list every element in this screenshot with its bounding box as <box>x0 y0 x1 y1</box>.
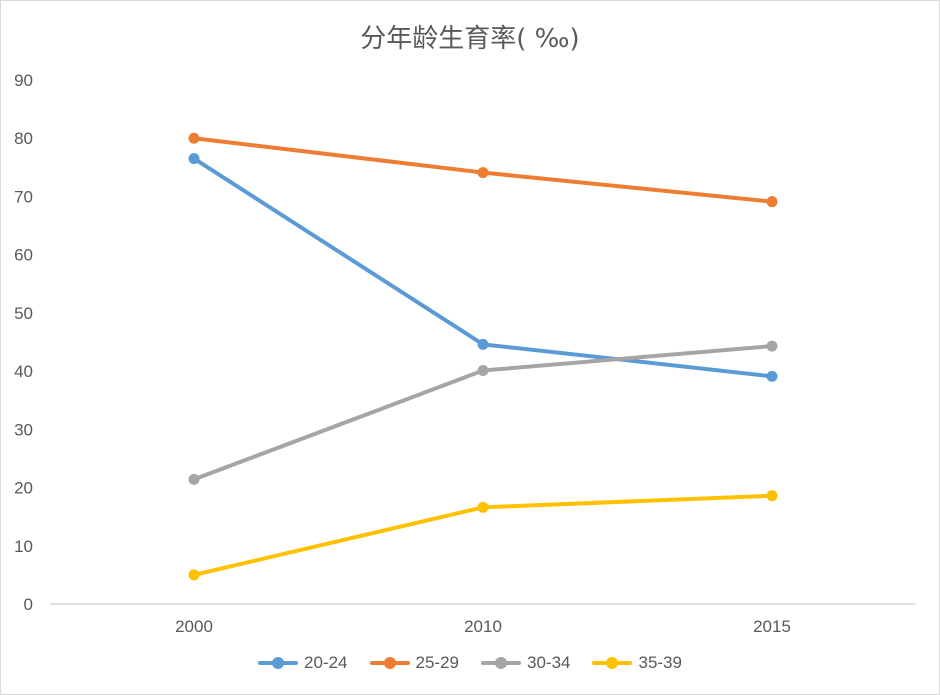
data-point <box>477 167 489 179</box>
y-tick-label: 0 <box>24 595 33 614</box>
legend-swatch <box>592 657 633 669</box>
y-axis-ticks: 0 10 20 30 40 50 60 70 80 90 <box>14 71 33 614</box>
series-35-39 <box>188 490 778 581</box>
legend-swatch <box>481 657 521 669</box>
legend-label: 25-29 <box>415 653 459 672</box>
legend-item: 25-29 <box>369 653 459 673</box>
legend-item: 20-24 <box>258 653 348 673</box>
legend-swatch <box>369 657 410 669</box>
legend: 20-24 25-29 30-34 35-39 <box>0 651 940 675</box>
x-tick-label: 2000 <box>175 617 213 636</box>
series-layer <box>188 132 778 581</box>
series-30-34 <box>188 340 778 485</box>
legend-label: 20-24 <box>304 653 348 672</box>
x-tick-label: 2015 <box>753 617 791 636</box>
data-point <box>766 196 778 208</box>
data-point <box>477 365 489 377</box>
y-tick-label: 80 <box>14 129 33 148</box>
data-point <box>477 338 489 350</box>
data-point <box>188 569 200 581</box>
data-point <box>188 132 200 144</box>
x-axis-ticks: 2000 2010 2015 <box>175 617 791 636</box>
legend-label: 35-39 <box>638 653 682 672</box>
y-tick-label: 60 <box>14 246 33 265</box>
data-point <box>188 473 200 485</box>
data-point <box>477 501 489 513</box>
chart-title: 分年龄生育率( ‰) <box>360 24 580 54</box>
y-tick-label: 50 <box>14 304 33 323</box>
data-point <box>188 153 200 165</box>
y-tick-label: 70 <box>14 187 33 206</box>
y-tick-label: 30 <box>14 420 33 439</box>
x-tick-label: 2010 <box>464 617 502 636</box>
y-tick-label: 20 <box>14 479 33 498</box>
legend-label: 30-34 <box>527 653 571 672</box>
series-20-24 <box>188 153 778 382</box>
data-point <box>766 340 778 352</box>
legend-swatch <box>258 657 299 669</box>
y-tick-label: 40 <box>14 362 33 381</box>
data-point <box>766 490 778 502</box>
y-tick-label: 90 <box>14 71 33 90</box>
series-25-29 <box>188 132 778 208</box>
data-point <box>766 370 778 382</box>
y-tick-label: 10 <box>14 537 33 556</box>
legend-item: 30-34 <box>481 653 570 673</box>
legend-item: 35-39 <box>592 653 682 673</box>
